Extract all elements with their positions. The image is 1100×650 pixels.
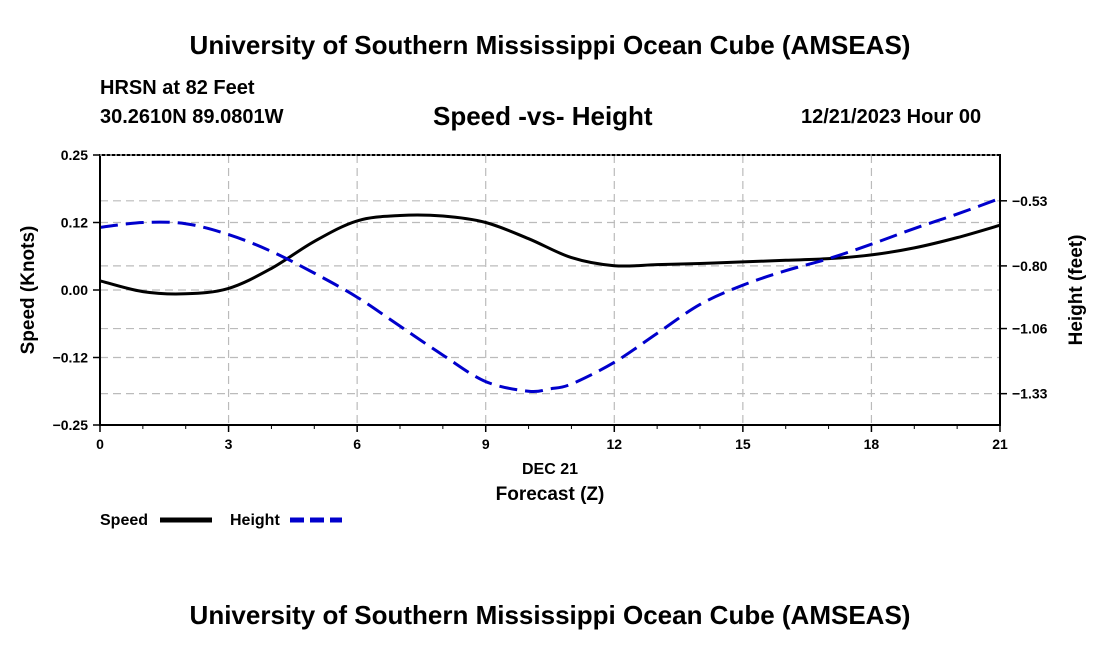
y-left-tick-label: 0.12: [61, 215, 88, 231]
x-date-label: DEC 21: [522, 461, 578, 478]
y-axis-right-label: Height (feet): [1066, 235, 1087, 346]
legend-height-label: Height: [230, 512, 280, 529]
y-left-tick-label: 0.00: [61, 282, 88, 298]
series-line-speed: [99, 213, 1001, 296]
legend-speed-label: Speed: [100, 512, 148, 529]
x-tick-label: 9: [482, 436, 490, 452]
series-line-height: [99, 196, 1001, 394]
y-left-tick-label: 0.25: [61, 147, 88, 163]
chart-title: Speed -vs- Height: [433, 101, 653, 131]
series-layer: [99, 196, 1001, 394]
bottom-title: University of Southern Mississippi Ocean…: [189, 600, 911, 630]
legend: Speed Height: [100, 512, 342, 529]
y-left-tick-label: −0.12: [53, 350, 89, 366]
location-label: 30.2610N 89.0801W: [100, 106, 284, 128]
axis-layer: 0 3 6 9 12 15 18 21 0.25 0.12 0.00 −0.12 −0.25 −0.53 −…: [53, 147, 1048, 452]
x-tick-label: 6: [353, 436, 361, 452]
y-axis-left-label: Speed (Knots): [18, 226, 39, 355]
datetime-label: 12/21/2023 Hour 00: [801, 106, 982, 128]
y-right-tick-label: −0.53: [1012, 193, 1048, 209]
x-tick-label: 15: [735, 436, 751, 452]
station-label: HRSN at 82 Feet: [100, 77, 255, 99]
y-right-tick-label: −0.80: [1012, 258, 1048, 274]
grid-layer: [100, 155, 1000, 425]
x-tick-label: 0: [96, 436, 104, 452]
y-right-tick-label: −1.33: [1012, 386, 1048, 402]
y-right-tick-label: −1.06: [1012, 321, 1048, 337]
x-tick-label: 12: [606, 436, 622, 452]
x-axis-label: Forecast (Z): [496, 484, 605, 505]
y-left-tick-label: −0.25: [53, 417, 89, 433]
x-tick-label: 21: [992, 436, 1008, 452]
x-tick-label: 3: [225, 436, 233, 452]
x-tick-label: 18: [864, 436, 880, 452]
top-title: University of Southern Mississippi Ocean…: [189, 30, 911, 60]
